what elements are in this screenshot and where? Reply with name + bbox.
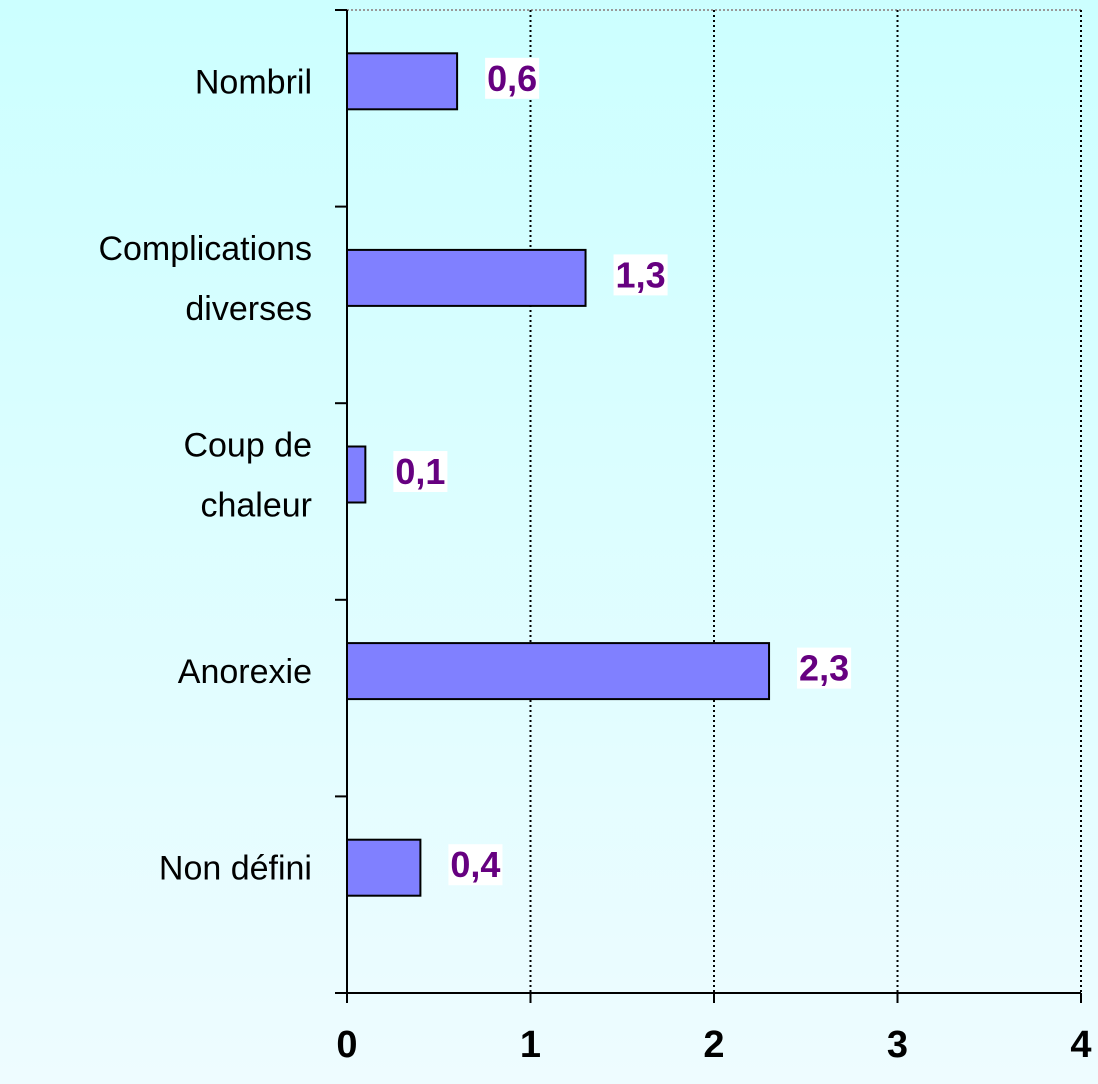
value-label-bg <box>797 647 852 689</box>
x-tick-label: 0 <box>336 1024 357 1066</box>
x-tick-label: 3 <box>887 1024 908 1066</box>
value-label: 2,3 <box>799 648 849 689</box>
x-tick-label: 2 <box>703 1024 724 1066</box>
value-label-bg <box>613 254 668 296</box>
value-label: 0,6 <box>487 58 537 99</box>
bar <box>346 52 459 111</box>
y-tick-label: Coup de chaleur <box>183 426 312 524</box>
value-label-bg <box>448 844 503 886</box>
value-label-bg <box>485 57 540 99</box>
bar <box>346 642 771 701</box>
y-tick-label: Nombril <box>195 63 312 101</box>
value-label: 0,1 <box>395 451 445 492</box>
bar <box>346 248 587 307</box>
bar <box>346 445 367 504</box>
value-label: 0,4 <box>450 844 500 885</box>
y-tick-label: Non défini <box>159 850 312 888</box>
y-tick-label: Complications diverses <box>98 230 312 328</box>
x-tick-label: 1 <box>520 1024 541 1066</box>
y-tick-label: Anorexie <box>178 653 312 691</box>
value-label-bg <box>393 451 448 493</box>
value-label: 1,3 <box>616 254 666 295</box>
bar <box>346 838 422 897</box>
x-tick-label: 4 <box>1070 1024 1091 1066</box>
